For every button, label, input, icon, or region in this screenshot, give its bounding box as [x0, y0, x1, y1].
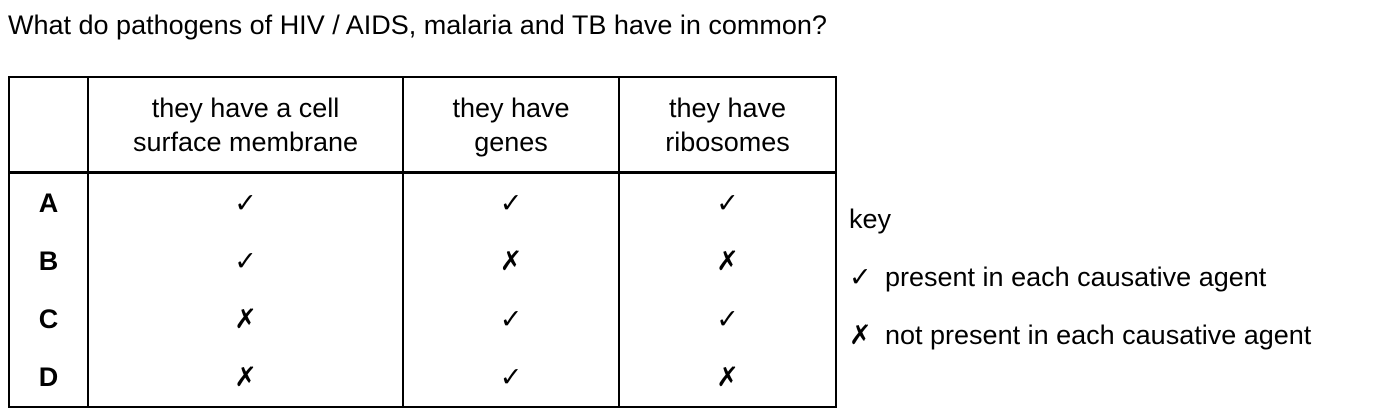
cell-membrane: ✗	[87, 290, 404, 348]
cell-genes: ✓	[402, 348, 620, 408]
question-text: What do pathogens of HIV / AIDS, malaria…	[8, 10, 827, 40]
mark-symbol: ✓	[234, 188, 257, 218]
header-empty-cell	[8, 76, 89, 174]
header-cell-membrane: they have a cell surface membrane	[87, 76, 404, 174]
table-row-d: D ✗ ✓ ✗	[8, 348, 837, 408]
table-row-b: B ✓ ✗ ✗	[8, 232, 837, 290]
mark-symbol: ✗	[716, 362, 739, 392]
header-line: surface membrane	[132, 126, 359, 157]
cell-genes: ✗	[402, 232, 620, 290]
cell-ribosomes: ✗	[618, 348, 837, 408]
cell-ribosomes: ✓	[618, 172, 837, 232]
table-row-c: C ✗ ✓ ✓	[8, 290, 837, 348]
mark-symbol: ✗	[499, 246, 523, 276]
row-letter: A	[8, 172, 89, 232]
table-header-row: they have a cell surface membrane they h…	[8, 76, 837, 174]
header-line: they have	[668, 92, 787, 123]
mark-symbol: ✗	[716, 246, 739, 276]
key-item-not-present: ✗ not present in each causative agent	[849, 306, 1311, 364]
header-cell-ribosomes: they have ribosomes	[618, 76, 837, 174]
mark-symbol: ✗	[234, 304, 257, 334]
mark-symbol: ✗	[234, 362, 257, 392]
mark-symbol: ✓	[499, 304, 523, 334]
key-item-present: ✓ present in each causative agent	[849, 248, 1311, 306]
key-item-text: not present in each causative agent	[885, 320, 1312, 350]
mark-symbol: ✓	[716, 188, 739, 218]
key-item-text: present in each causative agent	[885, 262, 1267, 292]
options-table: they have a cell surface membrane they h…	[8, 76, 837, 408]
cell-ribosomes: ✗	[618, 232, 837, 290]
mark-symbol: ✓	[234, 246, 257, 276]
header-line: they have a cell	[151, 92, 340, 123]
cross-icon: ✗	[849, 320, 872, 350]
mark-symbol: ✓	[716, 304, 739, 334]
key-title: key	[849, 204, 892, 234]
row-letter: C	[8, 290, 89, 348]
cell-ribosomes: ✓	[618, 290, 837, 348]
table-row-a: A ✓ ✓ ✓	[8, 172, 837, 232]
mark-symbol: ✓	[499, 188, 523, 218]
cell-membrane: ✗	[87, 348, 404, 408]
header-line: ribosomes	[665, 126, 790, 157]
header-line: they have	[452, 92, 570, 123]
tick-icon: ✓	[849, 262, 872, 292]
mark-symbol: ✓	[499, 362, 523, 392]
cell-membrane: ✓	[87, 172, 404, 232]
row-letter: D	[8, 348, 89, 408]
key-legend: key ✓ present in each causative agent ✗ no…	[849, 190, 1311, 364]
cell-genes: ✓	[402, 290, 620, 348]
header-line: genes	[474, 126, 548, 157]
header-cell-genes: they have genes	[402, 76, 620, 174]
cell-membrane: ✓	[87, 232, 404, 290]
row-letter: B	[8, 232, 89, 290]
cell-genes: ✓	[402, 172, 620, 232]
